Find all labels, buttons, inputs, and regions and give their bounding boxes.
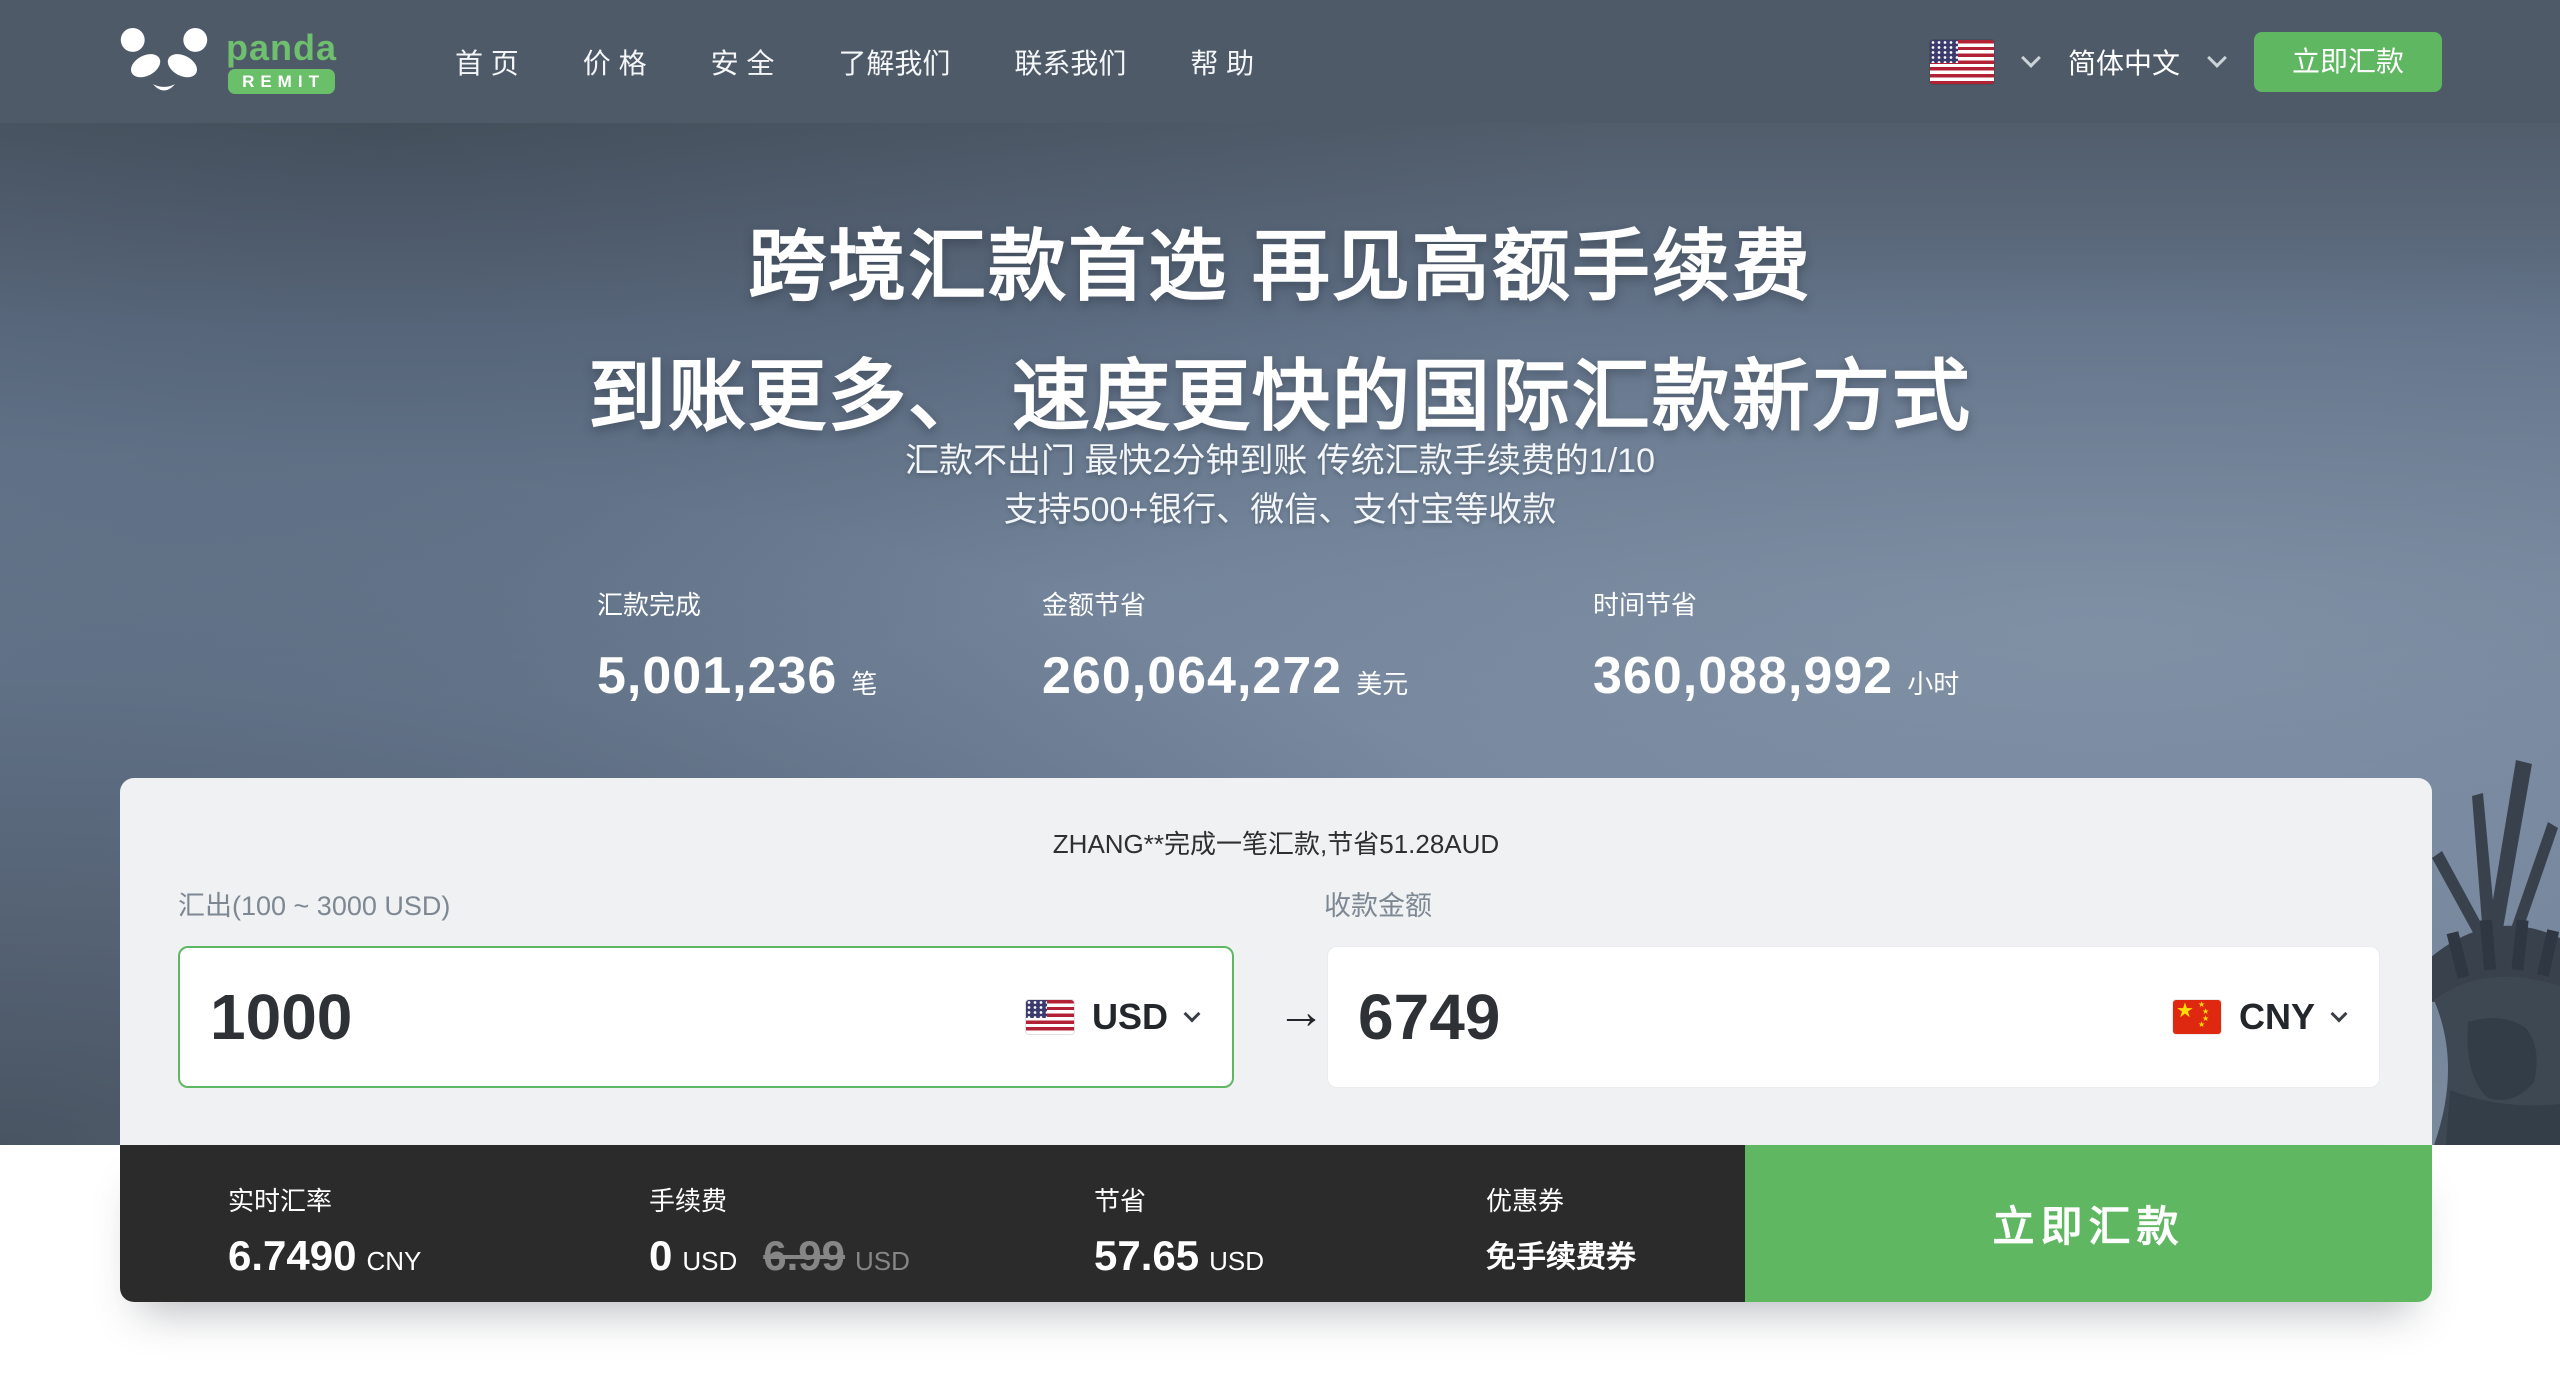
logo-badge: REMIT [228,68,335,94]
nav-send-money-button[interactable]: 立即汇款 [2253,31,2442,92]
chevron-down-icon[interactable] [2021,47,2041,68]
nav-links: 首 页 价 格 安 全 了解我们 联系我们 帮 助 [455,42,1254,82]
panda-icon [120,27,208,91]
fee-old-unit: USD [855,1246,910,1276]
stat-label: 时间节省 [1593,590,1698,620]
logo-text: panda REMIT [226,26,338,94]
top-navbar: panda REMIT 首 页 价 格 安 全 了解我们 联系我们 帮 助 简体… [0,0,2560,123]
send-currency-selector[interactable]: USD [1025,996,1201,1038]
calculator-card: ZHANG**完成一笔汇款,节省51.28AUD 汇出(100 ~ 3000 U… [120,778,2432,1145]
send-money-now-button[interactable]: 立即汇款 [1745,1145,2432,1302]
hero-section: 跨境汇款首选 再见高额手续费 到账更多、 速度更快的国际汇款新方式 汇款不出门 … [0,123,2560,1145]
stat-time-saved: 时间节省 360,088,992 小时 [1593,585,1959,706]
chevron-down-icon [2330,1005,2348,1023]
country-selector-us-flag[interactable] [1929,39,1994,84]
nav-item-security[interactable]: 安 全 [710,47,775,79]
recent-transfer-ticker: ZHANG**完成一笔汇款,节省51.28AUD [1052,829,1500,859]
send-amount-input[interactable] [210,980,1026,1054]
send-amount-field: USD [178,946,1234,1088]
panda-remit-logo[interactable]: panda REMIT [118,25,337,99]
coupon-value: 免手续费券 [1486,1241,1636,1274]
coupon-column: 优惠券 免手续费券 [1486,1181,1636,1276]
stat-value: 260,064,272 [1042,647,1343,705]
receive-amount-field: ★ ★ ★ ★ ★ CNY [1327,946,2380,1088]
stats-row: 汇款完成 5,001,236 笔 金额节省 260,064,272 美元 时间节… [0,585,2560,715]
stat-value: 360,088,992 [1593,647,1894,705]
stat-value: 5,001,236 [597,647,838,705]
us-flag-icon [1025,1000,1074,1034]
stat-unit: 美元 [1356,669,1409,699]
stat-label: 汇款完成 [597,590,702,620]
nav-item-pricing[interactable]: 价 格 [582,47,647,79]
nav-item-home[interactable]: 首 页 [455,47,519,79]
coupon-label: 优惠券 [1486,1186,1565,1216]
hero-title-line2: 到账更多、 速度更快的国际汇款新方式 [588,352,1972,440]
stat-money-saved: 金额节省 260,064,272 美元 [1042,585,1408,706]
hero-subtitle-line1: 汇款不出门 最快2分钟到账 传统汇款手续费的1/10 [905,442,1655,480]
nav-item-contact[interactable]: 联系我们 [1014,47,1127,79]
rate-detail-bar: 实时汇率 6.7490 CNY 手续费 0 USD 6.99 USD 节省 57… [120,1145,2432,1302]
nav-item-help[interactable]: 帮 助 [1190,47,1255,79]
live-rate-column: 实时汇率 6.7490 CNY [228,1181,421,1280]
savings-label: 节省 [1094,1186,1147,1216]
cn-flag-icon: ★ ★ ★ ★ ★ [2172,1000,2221,1034]
hero-title-line1: 跨境汇款首选 再见高额手续费 [748,222,1812,310]
live-rate-label: 实时汇率 [228,1186,333,1216]
chevron-down-icon[interactable] [2207,47,2227,68]
fee-unit: USD [682,1246,738,1276]
nav-item-about[interactable]: 了解我们 [838,47,951,79]
statue-of-liberty-image [2430,760,2560,1145]
nav-right-cluster: 简体中文 立即汇款 [1929,31,2442,92]
receive-currency-code: CNY [2238,996,2315,1037]
receive-amount-input[interactable] [1358,980,2173,1054]
savings-unit: USD [1209,1246,1265,1276]
live-rate-unit: CNY [366,1246,422,1276]
stat-unit: 小时 [1907,669,1960,699]
language-selector[interactable]: 简体中文 [2067,47,2180,79]
send-amount-label: 汇出(100 ~ 3000 USD) [178,891,451,921]
hero-title: 跨境汇款首选 再见高额手续费 到账更多、 速度更快的国际汇款新方式 [0,201,2560,461]
logo-name: panda [226,26,338,68]
fee-column: 手续费 0 USD 6.99 USD [649,1181,910,1280]
rate-details: 实时汇率 6.7490 CNY 手续费 0 USD 6.99 USD 节省 57… [120,1145,1745,1302]
send-currency-code: USD [1091,996,1168,1037]
live-rate-value: 6.7490 [228,1232,357,1279]
savings-column: 节省 57.65 USD [1094,1181,1264,1280]
receive-amount-label: 收款金额 [1324,891,1432,921]
stat-unit: 笔 [851,669,878,699]
fee-value: 0 [649,1232,673,1279]
hero-subtitle-line2: 支持500+银行、微信、支付宝等收款 [1003,491,1557,529]
fee-old-value: 6.99 [763,1232,846,1279]
fee-label: 手续费 [649,1186,728,1216]
arrow-right-icon: → [1277,986,1325,1039]
receive-currency-selector[interactable]: ★ ★ ★ ★ ★ CNY [2172,996,2348,1038]
stat-label: 金额节省 [1042,590,1147,620]
stat-transfers-completed: 汇款完成 5,001,236 笔 [597,585,877,706]
savings-value: 57.65 [1094,1232,1200,1279]
hero-subtitle: 汇款不出门 最快2分钟到账 传统汇款手续费的1/10 支持500+银行、微信、支… [0,437,2560,535]
chevron-down-icon [1183,1005,1201,1023]
